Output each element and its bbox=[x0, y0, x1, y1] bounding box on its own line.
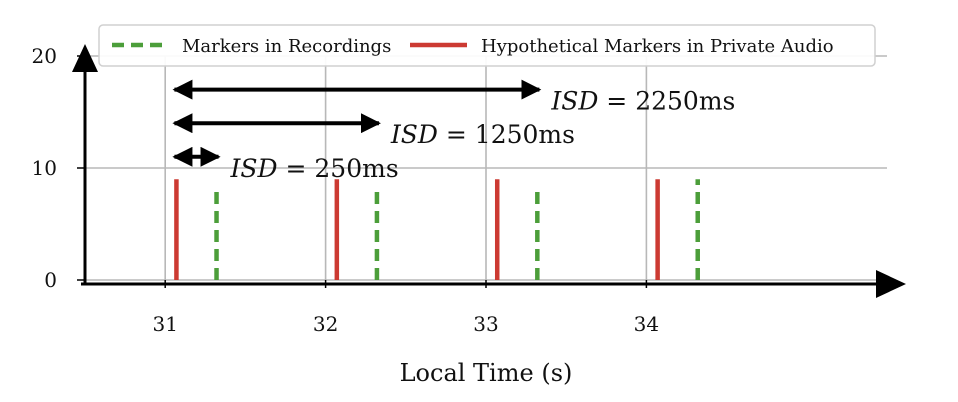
y-tick-label-10: 10 bbox=[32, 156, 57, 180]
y-tick-label-20: 20 bbox=[32, 44, 57, 68]
isd-label-italic-2: ISD bbox=[390, 120, 438, 149]
isd-label-italic-1: ISD bbox=[230, 154, 278, 183]
x-tick-label-33: 33 bbox=[473, 312, 498, 336]
y-tick-label-0: 0 bbox=[44, 268, 57, 292]
x-tick-label-31: 31 bbox=[152, 312, 177, 336]
legend-box bbox=[98, 24, 876, 67]
isd-label-value-3: = 2250ms bbox=[598, 87, 735, 116]
x-tick-label-34: 34 bbox=[634, 312, 659, 336]
isd-label-3: ISD = 2250ms bbox=[550, 87, 735, 116]
x-axis-arrowhead bbox=[876, 270, 906, 298]
y-axis-arrowhead bbox=[72, 44, 98, 72]
isd-label-1: ISD = 250ms bbox=[230, 154, 399, 183]
legend-label-2: Hypothetical Markers in Private Audio bbox=[481, 36, 834, 57]
isd-label-value-2: = 1250ms bbox=[438, 120, 575, 149]
marker-lines bbox=[174, 179, 700, 280]
isd-label-italic-3: ISD bbox=[550, 87, 598, 116]
isd-label-2: ISD = 1250ms bbox=[390, 120, 575, 149]
axes: 31 32 33 34 0 10 20 bbox=[32, 44, 906, 336]
legend-label-1: Markers in Recordings bbox=[182, 36, 391, 57]
x-tick-label-32: 32 bbox=[313, 312, 338, 336]
isd-label-value-1: = 250ms bbox=[278, 154, 399, 183]
x-axis-label: Local Time (s) bbox=[400, 359, 573, 387]
legend: Markers in Recordings Hypothetical Marker… bbox=[98, 24, 876, 67]
